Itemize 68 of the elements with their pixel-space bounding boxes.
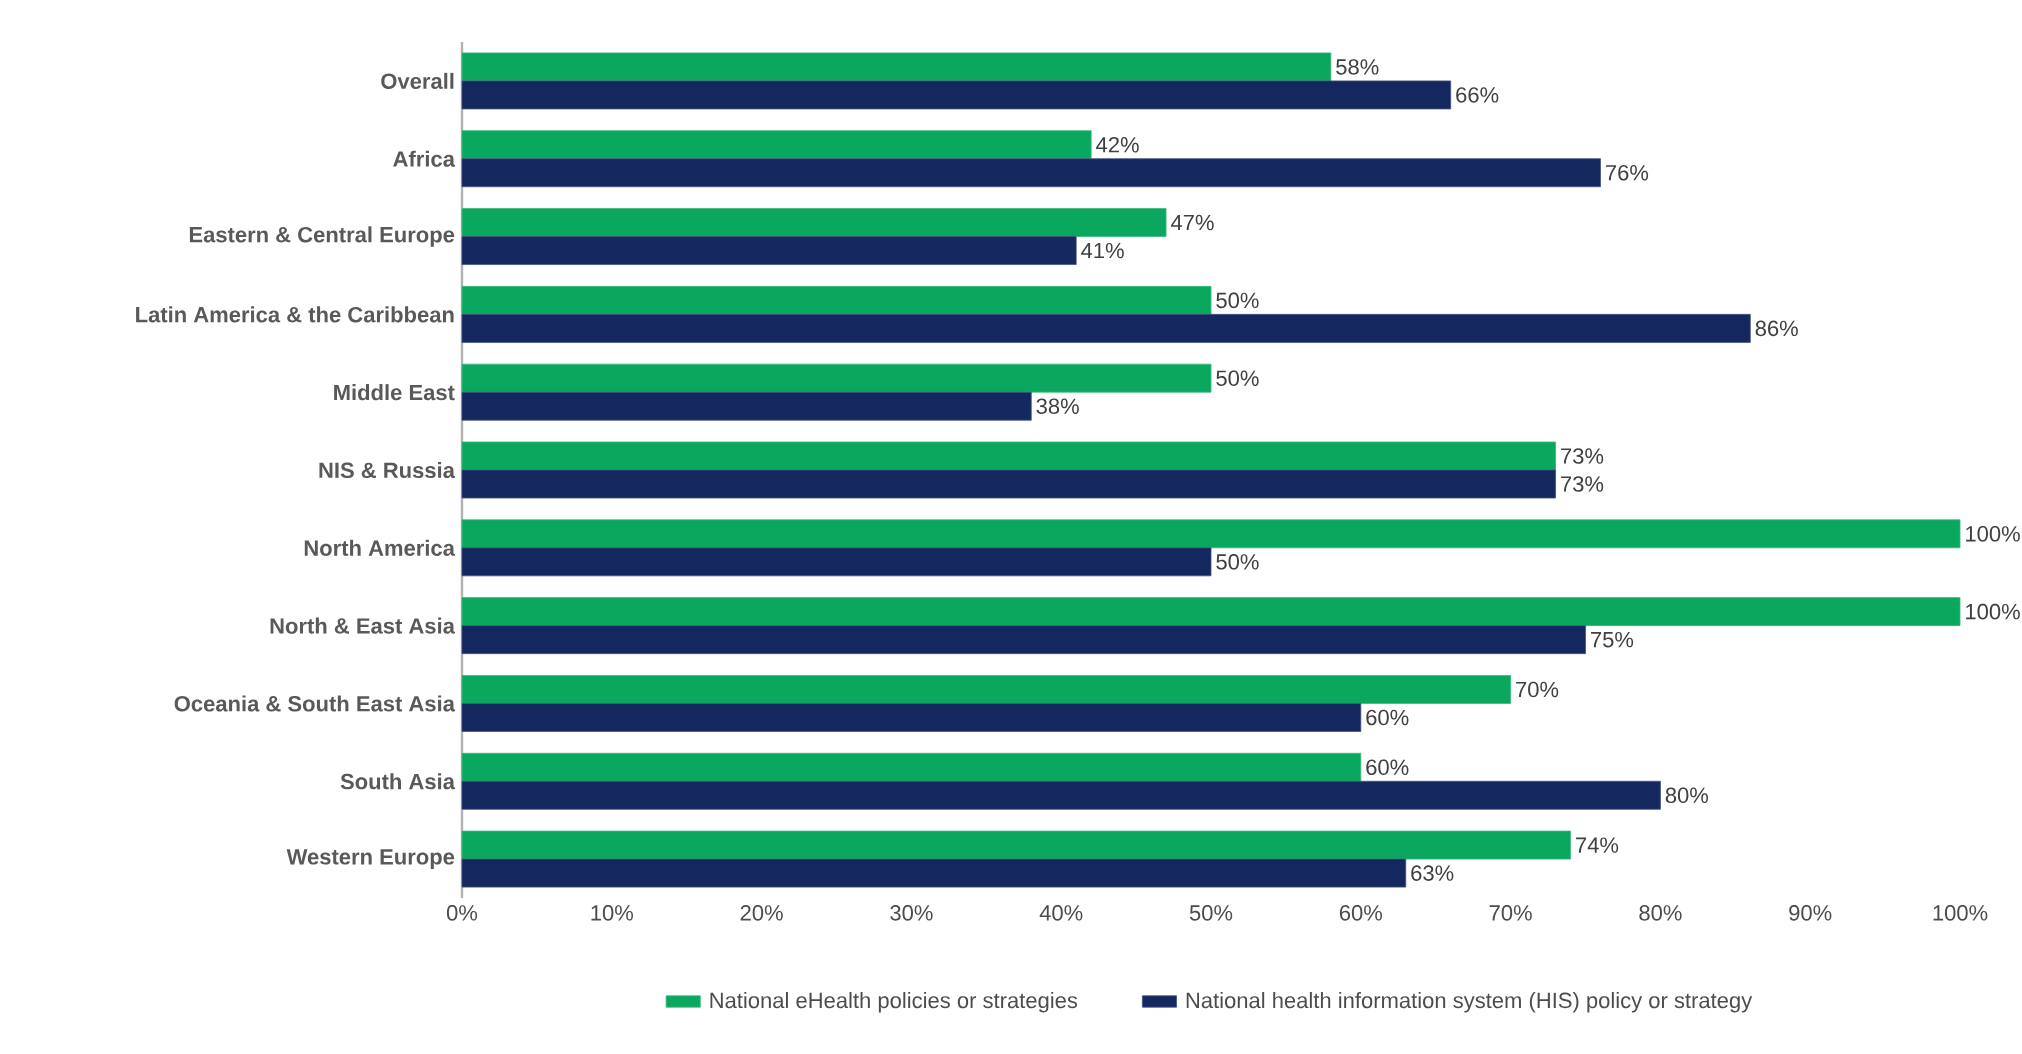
y-tick-label: Eastern & Central Europe (189, 226, 455, 247)
data-label: 47% (1170, 214, 1214, 231)
data-label: 86% (1755, 320, 1798, 337)
data-label: 38% (1036, 398, 1079, 414)
legend-label: National health information system (HIS) policy or strategy (1186, 992, 1753, 1013)
y-tick-label: NIS & Russia (319, 461, 456, 479)
bar (461, 547, 1212, 577)
bar (461, 130, 1092, 160)
y-tick-label: Middle East (334, 384, 455, 401)
data-label: 70% (1516, 681, 1559, 698)
data-label: 63% (1411, 865, 1454, 881)
bar (461, 363, 1212, 393)
legend-label: National eHealth policies or strategies (710, 992, 1078, 1013)
data-label: 76% (1606, 164, 1649, 181)
x-tick-label: 70% (1489, 905, 1532, 921)
bar (461, 80, 1452, 110)
data-label: 60% (1366, 759, 1409, 776)
bar (461, 236, 1077, 265)
data-label: 100% (1966, 603, 2020, 620)
y-tick-label: Western Europe (286, 849, 455, 869)
data-label: 58% (1336, 59, 1379, 75)
data-label: 75% (1591, 631, 1634, 648)
bar (461, 441, 1556, 471)
data-label: 41% (1081, 242, 1124, 259)
data-label: 80% (1665, 787, 1709, 804)
y-tick-label: Latin America & the Caribbean (136, 306, 454, 323)
y-tick-label: Oceania & South East Asia (174, 695, 456, 712)
y-tick-label: Overall (381, 72, 454, 89)
x-tick-label: 20% (740, 905, 783, 921)
data-label: 50% (1216, 370, 1259, 386)
x-tick-label: 50% (1189, 905, 1233, 921)
x-tick-label: 40% (1039, 905, 1083, 921)
x-tick-label: 30% (890, 905, 933, 921)
bar (461, 858, 1407, 888)
bar (461, 519, 1961, 549)
x-tick-label: 10% (591, 905, 634, 921)
y-tick-label: North & East Asia (270, 617, 456, 634)
bar (461, 780, 1661, 810)
data-label: 74% (1576, 837, 1619, 853)
bar (461, 208, 1167, 237)
bar (461, 830, 1571, 860)
bar (461, 625, 1586, 655)
y-tick-label: North America (304, 539, 456, 556)
x-tick-label: 90% (1789, 905, 1832, 921)
bar (461, 597, 1961, 627)
x-tick-label: 80% (1639, 905, 1682, 921)
bar (461, 285, 1212, 315)
y-tick-label: Africa (393, 150, 456, 167)
bar (461, 313, 1751, 343)
bar (461, 752, 1362, 782)
bar (461, 52, 1332, 82)
data-label: 60% (1366, 709, 1409, 726)
data-label: 100% (1966, 526, 2020, 542)
bar (461, 703, 1362, 732)
bar (461, 158, 1601, 188)
x-tick-label: 60% (1339, 905, 1383, 921)
x-tick-label: 100% (1933, 905, 1988, 921)
bar (461, 469, 1556, 499)
data-label: 73% (1561, 476, 1604, 492)
data-label: 66% (1456, 87, 1499, 103)
data-label: 50% (1216, 554, 1259, 570)
x-tick-label: 0% (446, 905, 478, 921)
bar (461, 675, 1512, 704)
bar (461, 391, 1032, 421)
data-label: 50% (1216, 292, 1259, 309)
y-tick-label: South Asia (340, 773, 456, 790)
data-label: 42% (1096, 137, 1139, 153)
data-label: 73% (1561, 448, 1604, 464)
